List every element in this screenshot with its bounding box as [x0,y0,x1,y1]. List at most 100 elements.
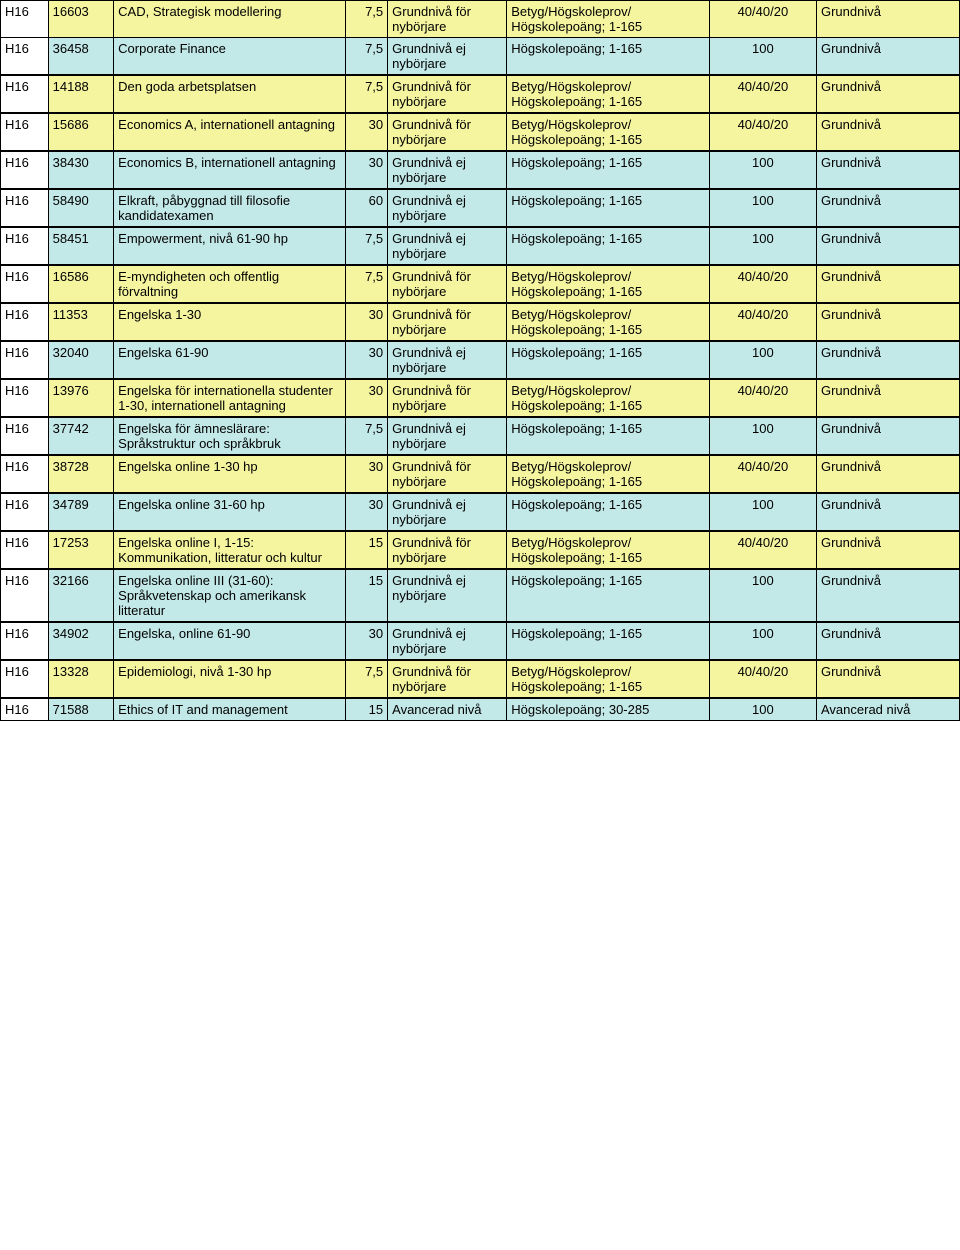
cell-c3: Epidemiologi, nivå 1-30 hp [114,660,346,698]
cell-c2: 36458 [48,38,114,76]
table-row: H1616603CAD, Strategisk modellering7,5Gr… [1,1,960,38]
table-row: H1613976Engelska för internationella stu… [1,379,960,417]
cell-c2: 13328 [48,660,114,698]
cell-c8: Grundnivå [816,493,959,531]
cell-c2: 14188 [48,75,114,113]
cell-c3: CAD, Strategisk modellering [114,1,346,38]
cell-c1: H16 [1,227,49,265]
cell-c5: Avancerad nivå [388,698,507,721]
cell-c6: Högskolepoäng; 1-165 [507,189,710,227]
cell-c7: 40/40/20 [709,75,816,113]
cell-c6: Betyg/Högskoleprov/ Högskolepoäng; 1-165 [507,113,710,151]
cell-c8: Grundnivå [816,113,959,151]
table-row: H1616586E-myndigheten och offentlig förv… [1,265,960,303]
cell-c8: Grundnivå [816,622,959,660]
cell-c6: Högskolepoäng; 1-165 [507,38,710,76]
cell-c7: 40/40/20 [709,1,816,38]
cell-c8: Grundnivå [816,38,959,76]
cell-c7: 40/40/20 [709,303,816,341]
cell-c5: Grundnivå ej nybörjare [388,189,507,227]
cell-c6: Betyg/Högskoleprov/ Högskolepoäng; 1-165 [507,455,710,493]
cell-c2: 71588 [48,698,114,721]
cell-c1: H16 [1,113,49,151]
cell-c3: Economics B, internationell antagning [114,151,346,189]
cell-c6: Betyg/Högskoleprov/ Högskolepoäng; 1-165 [507,303,710,341]
cell-c1: H16 [1,265,49,303]
cell-c6: Betyg/Högskoleprov/ Högskolepoäng; 1-165 [507,379,710,417]
cell-c7: 40/40/20 [709,660,816,698]
cell-c3: Economics A, internationell antagning [114,113,346,151]
cell-c2: 16603 [48,1,114,38]
cell-c4: 15 [346,569,388,622]
cell-c2: 17253 [48,531,114,569]
cell-c8: Grundnivå [816,227,959,265]
cell-c2: 34902 [48,622,114,660]
cell-c7: 100 [709,38,816,76]
cell-c1: H16 [1,622,49,660]
table-row: H1637742Engelska för ämneslärare: Språks… [1,417,960,455]
cell-c1: H16 [1,569,49,622]
cell-c8: Grundnivå [816,151,959,189]
cell-c7: 40/40/20 [709,113,816,151]
cell-c1: H16 [1,493,49,531]
cell-c2: 15686 [48,113,114,151]
cell-c6: Högskolepoäng; 1-165 [507,569,710,622]
cell-c4: 7,5 [346,227,388,265]
cell-c1: H16 [1,660,49,698]
cell-c8: Grundnivå [816,569,959,622]
cell-c1: H16 [1,151,49,189]
cell-c8: Grundnivå [816,75,959,113]
cell-c2: 58451 [48,227,114,265]
cell-c6: Betyg/Högskoleprov/ Högskolepoäng; 1-165 [507,265,710,303]
cell-c3: Engelska, online 61-90 [114,622,346,660]
cell-c3: Engelska online 31-60 hp [114,493,346,531]
cell-c2: 32040 [48,341,114,379]
cell-c3: Engelska för ämneslärare: Språkstruktur … [114,417,346,455]
cell-c1: H16 [1,303,49,341]
cell-c7: 100 [709,493,816,531]
cell-c4: 30 [346,622,388,660]
cell-c5: Grundnivå för nybörjare [388,379,507,417]
cell-c8: Grundnivå [816,379,959,417]
cell-c5: Grundnivå för nybörjare [388,113,507,151]
cell-c8: Grundnivå [816,265,959,303]
cell-c3: Ethics of IT and management [114,698,346,721]
cell-c6: Högskolepoäng; 1-165 [507,341,710,379]
cell-c4: 7,5 [346,75,388,113]
cell-c5: Grundnivå ej nybörjare [388,493,507,531]
table-row: H1638430Economics B, internationell anta… [1,151,960,189]
cell-c3: Den goda arbetsplatsen [114,75,346,113]
cell-c3: Engelska online 1-30 hp [114,455,346,493]
cell-c1: H16 [1,341,49,379]
table-row: H1671588Ethics of IT and management15Ava… [1,698,960,721]
cell-c7: 100 [709,151,816,189]
cell-c6: Betyg/Högskoleprov/ Högskolepoäng; 1-165 [507,531,710,569]
cell-c7: 100 [709,341,816,379]
cell-c2: 58490 [48,189,114,227]
cell-c7: 100 [709,698,816,721]
cell-c7: 40/40/20 [709,265,816,303]
cell-c1: H16 [1,379,49,417]
table-row: H1632166Engelska online III (31-60): Spr… [1,569,960,622]
cell-c8: Grundnivå [816,341,959,379]
cell-c3: Empowerment, nivå 61-90 hp [114,227,346,265]
cell-c8: Grundnivå [816,455,959,493]
cell-c6: Högskolepoäng; 30-285 [507,698,710,721]
cell-c1: H16 [1,189,49,227]
cell-c4: 30 [346,303,388,341]
cell-c6: Betyg/Högskoleprov/ Högskolepoäng; 1-165 [507,1,710,38]
cell-c1: H16 [1,38,49,76]
cell-c1: H16 [1,531,49,569]
cell-c5: Grundnivå ej nybörjare [388,341,507,379]
cell-c4: 7,5 [346,417,388,455]
cell-c6: Högskolepoäng; 1-165 [507,151,710,189]
cell-c2: 38728 [48,455,114,493]
cell-c8: Grundnivå [816,660,959,698]
cell-c1: H16 [1,1,49,38]
cell-c5: Grundnivå för nybörjare [388,660,507,698]
table-row: H1636458Corporate Finance7,5Grundnivå ej… [1,38,960,76]
cell-c7: 100 [709,417,816,455]
cell-c5: Grundnivå ej nybörjare [388,38,507,76]
cell-c4: 30 [346,151,388,189]
cell-c5: Grundnivå för nybörjare [388,1,507,38]
